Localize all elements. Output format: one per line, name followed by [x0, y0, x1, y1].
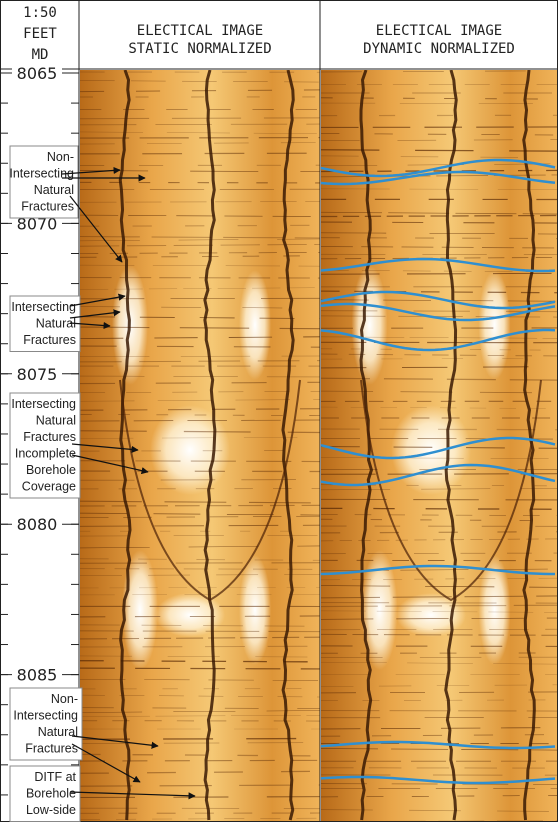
annotation-text: Intersecting	[11, 300, 76, 314]
bright-zone	[239, 555, 271, 665]
annotation-text: Non-	[51, 692, 78, 706]
annotation-text: Fractures	[21, 200, 74, 214]
track-title: DYNAMIC NORMALIZED	[363, 41, 515, 57]
annotation-text: Natural	[34, 183, 74, 197]
depth-label: 8085	[17, 666, 58, 685]
depth-label: 8075	[17, 365, 58, 384]
texture-streak	[321, 499, 558, 500]
scale-label: FEET	[23, 26, 57, 42]
annotation-text: Borehole	[26, 463, 76, 477]
bright-zone	[239, 270, 271, 380]
bright-zone	[155, 593, 225, 637]
annotation-text: Intersecting	[13, 709, 78, 723]
texture-streak	[80, 738, 320, 739]
scale-label: MD	[32, 47, 49, 63]
bright-zone	[391, 405, 471, 495]
annotation-text: Fractures	[25, 742, 78, 756]
bright-zone	[479, 270, 511, 380]
annotation-text: Natural	[36, 414, 76, 428]
scale-label: 1:50	[23, 5, 57, 21]
track-title: ELECTICAL IMAGE	[376, 23, 502, 39]
annotation-text: Coverage	[22, 480, 76, 494]
annotation-text: Fractures	[23, 430, 76, 444]
annotation-text: Low-side	[26, 803, 76, 817]
texture-streak	[80, 563, 320, 564]
annotation-text: Fractures	[23, 333, 76, 347]
annotation-text: Natural	[38, 725, 78, 739]
log-figure: 1:50 FEET MD ELECTICAL IMAGE STATIC NORM…	[0, 0, 558, 822]
bright-zone	[150, 405, 230, 495]
track-title: ELECTICAL IMAGE	[137, 23, 263, 39]
bright-zone	[352, 265, 388, 385]
annotation-text: DITF at	[34, 770, 76, 784]
track-title: STATIC NORMALIZED	[128, 41, 271, 57]
annotation-text: Borehole	[26, 787, 76, 801]
annotation-text: Natural	[36, 317, 76, 331]
annotation-text: Non-	[47, 150, 74, 164]
depth-label: 8065	[17, 64, 58, 83]
texture-streak	[321, 429, 558, 430]
depth-label: 8080	[17, 515, 58, 534]
annotation-text: Incomplete	[15, 447, 76, 461]
annotation-text: Intersecting	[11, 397, 76, 411]
